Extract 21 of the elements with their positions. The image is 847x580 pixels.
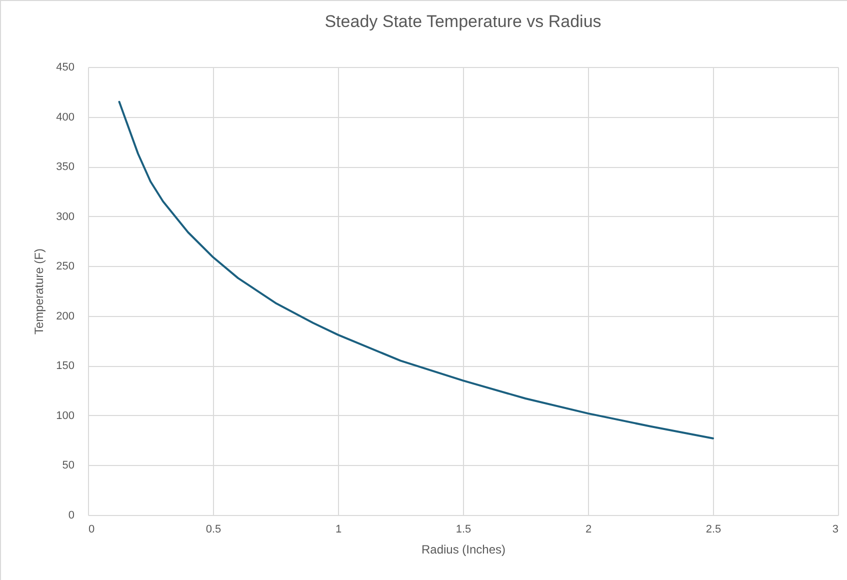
y-axis-title: Temperature (F) [32, 248, 46, 335]
x-tick-label: 0.5 [206, 524, 222, 536]
y-tick-label: 400 [56, 111, 74, 124]
x-tick-label: 1.5 [456, 524, 472, 536]
x-tick-label: 0 [88, 524, 95, 536]
y-tick-label: 150 [56, 360, 74, 372]
y-tick-label: 50 [62, 460, 74, 472]
y-tick-label: 200 [56, 310, 74, 322]
y-tick-label: 350 [56, 161, 74, 174]
y-tick-label: 100 [56, 410, 74, 422]
y-tick-label: 450 [56, 62, 74, 74]
x-tick-label: 3 [832, 524, 838, 536]
x-tick-label: 2.5 [706, 524, 722, 536]
x-tick-label: 1 [335, 524, 342, 536]
chart-title: Steady State Temperature vs Radius [324, 12, 602, 31]
x-axis-title: Radius (Inches) [421, 542, 506, 556]
y-tick-label: 0 [68, 510, 74, 522]
y-tick-label: 250 [56, 260, 74, 273]
line-series [118, 100, 714, 440]
x-tick-label: 2 [585, 524, 592, 536]
y-tick-label: 300 [56, 210, 74, 223]
